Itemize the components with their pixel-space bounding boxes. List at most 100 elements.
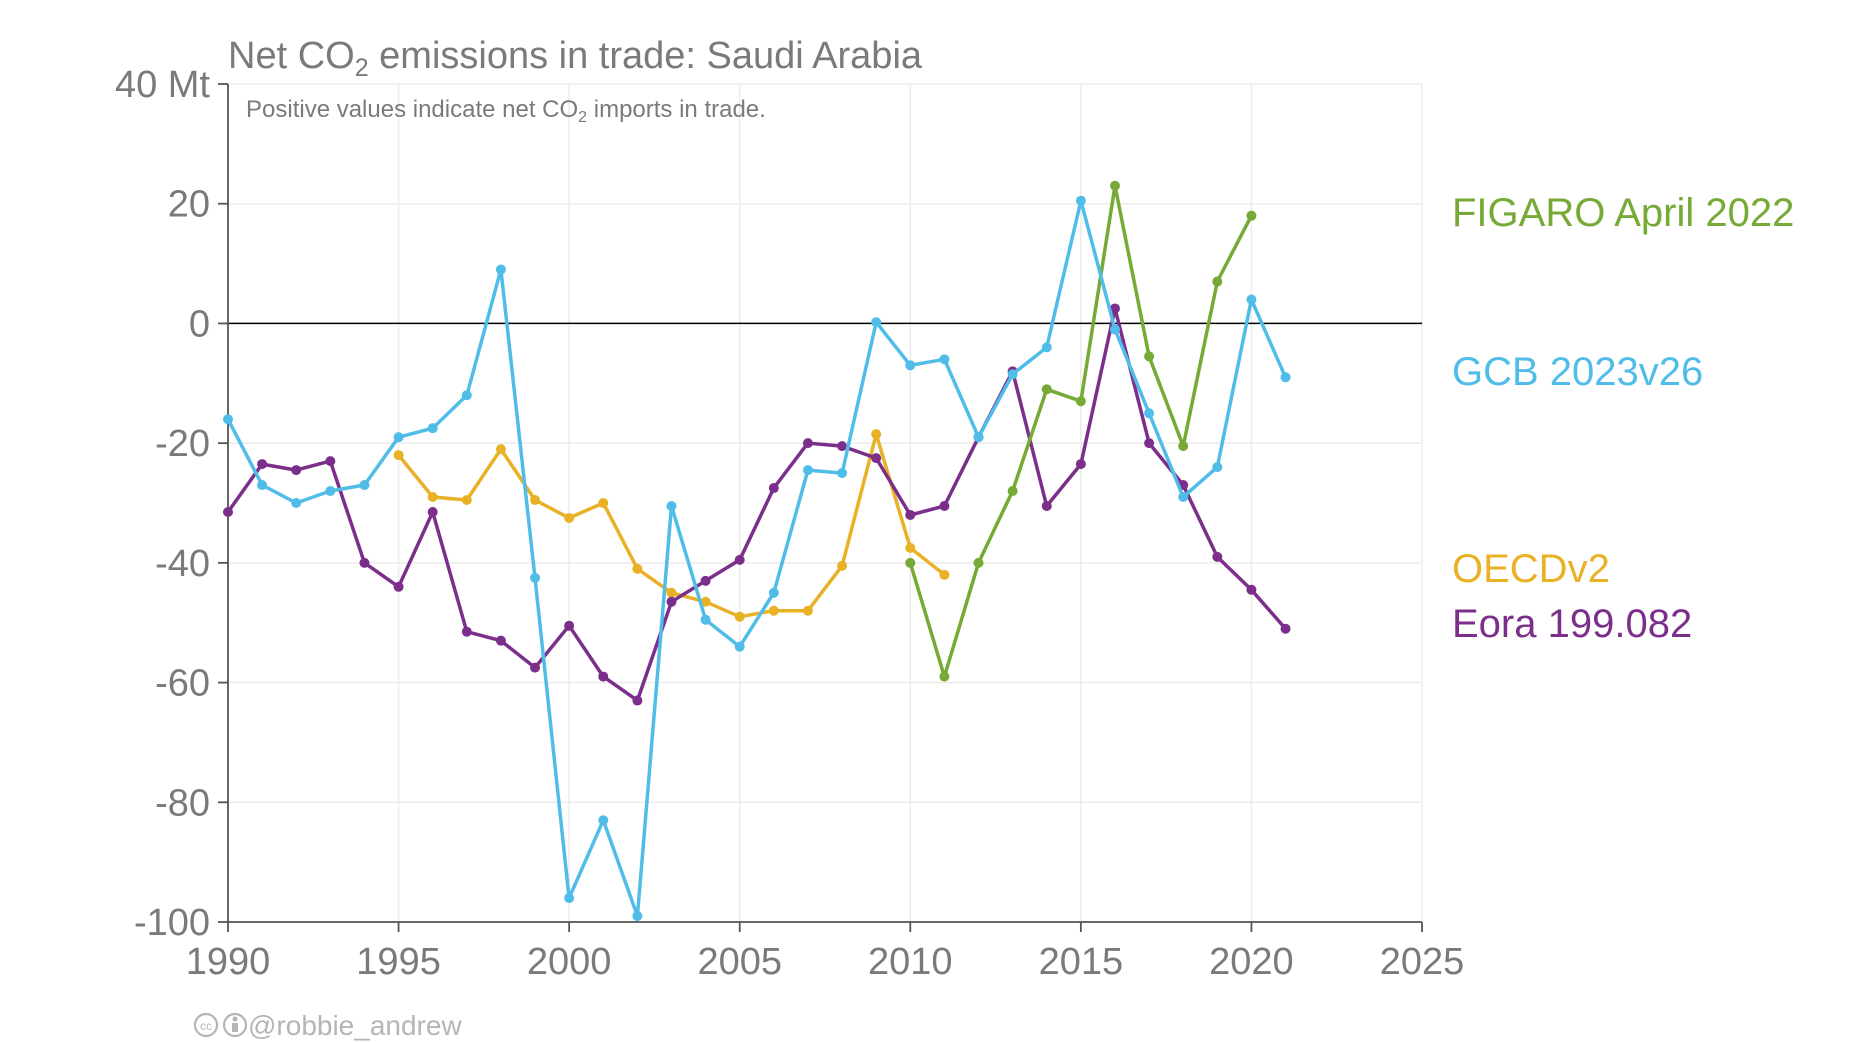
data-point-eora-199-082	[461, 626, 472, 637]
data-point-gcb-2023v26	[802, 465, 813, 476]
data-point-eora-199-082	[734, 554, 745, 565]
legend-label: Eora 199.082	[1452, 602, 1692, 646]
data-point-eora-199-082	[871, 453, 882, 464]
data-point-eora-199-082	[223, 506, 233, 517]
legend-label: FIGARO April 2022	[1452, 191, 1794, 235]
data-point-eora-199-082	[700, 575, 711, 586]
data-point-gcb-2023v26	[1280, 372, 1291, 383]
data-point-oecdv2	[905, 542, 916, 553]
data-point-eora-199-082	[1041, 500, 1052, 511]
data-point-eora-199-082	[632, 695, 643, 706]
data-point-eora-199-082	[1280, 623, 1291, 634]
data-point-gcb-2023v26	[939, 354, 950, 365]
data-point-figaro-april-2022	[1075, 396, 1086, 407]
y-tick-label: -60	[155, 663, 210, 705]
data-point-figaro-april-2022	[1212, 276, 1223, 287]
data-point-oecdv2	[427, 492, 438, 503]
x-tick-label: 2000	[527, 941, 612, 983]
data-point-oecdv2	[837, 560, 848, 571]
data-point-eora-199-082	[257, 459, 268, 470]
data-point-eora-199-082	[495, 635, 506, 646]
data-point-gcb-2023v26	[530, 572, 541, 583]
attribution-icon	[222, 1012, 248, 1038]
data-point-eora-199-082	[325, 456, 336, 467]
data-point-gcb-2023v26	[666, 500, 677, 511]
data-point-oecdv2	[939, 569, 950, 580]
data-point-eora-199-082	[1246, 584, 1257, 595]
y-tick-labels: 40 Mt 20 0 -20 -40 -60 -80 -100	[115, 64, 210, 944]
data-point-eora-199-082	[1144, 438, 1155, 449]
data-point-figaro-april-2022	[905, 557, 916, 568]
data-point-gcb-2023v26	[734, 641, 745, 652]
data-point-eora-199-082	[837, 441, 848, 452]
data-point-gcb-2023v26	[257, 480, 268, 491]
data-point-figaro-april-2022	[939, 671, 950, 682]
chart-axes	[218, 83, 1423, 932]
series-figaro-april-2022	[905, 180, 1257, 682]
series-gcb-2023v26	[223, 195, 1291, 922]
data-point-figaro-april-2022	[973, 557, 984, 568]
data-point-oecdv2	[461, 495, 472, 506]
y-tick-label: -40	[155, 543, 210, 585]
data-point-eora-199-082	[530, 662, 541, 673]
data-point-oecdv2	[802, 605, 813, 616]
x-tick-label: 2005	[697, 941, 782, 983]
y-tick-label: 40 Mt	[115, 64, 210, 106]
data-point-eora-199-082	[666, 596, 677, 607]
data-point-oecdv2	[632, 563, 643, 574]
y-tick-label: -20	[155, 423, 210, 465]
data-point-oecdv2	[700, 596, 711, 607]
y-tick-label: -100	[134, 902, 210, 944]
x-tick-label: 2010	[868, 941, 953, 983]
data-point-eora-199-082	[359, 557, 370, 568]
x-tick-label: 2025	[1380, 941, 1465, 983]
chart-title: Net CO2 emissions in trade: Saudi Arabia	[228, 35, 923, 82]
data-point-gcb-2023v26	[1007, 369, 1018, 380]
series-oecdv2	[393, 429, 950, 622]
legend-label: GCB 2023v26	[1452, 350, 1703, 394]
data-point-gcb-2023v26	[495, 264, 506, 275]
credit-handle: @robbie_andrew	[248, 1010, 462, 1041]
data-point-figaro-april-2022	[1144, 351, 1155, 362]
cc-icon: cc	[193, 1012, 219, 1038]
data-point-eora-199-082	[427, 506, 438, 517]
data-point-gcb-2023v26	[1075, 195, 1086, 206]
data-point-eora-199-082	[564, 620, 575, 631]
data-point-eora-199-082	[768, 483, 779, 494]
data-point-gcb-2023v26	[1246, 294, 1257, 305]
chart-grid	[228, 83, 1423, 923]
data-point-oecdv2	[871, 429, 882, 440]
data-point-figaro-april-2022	[1007, 486, 1018, 497]
series-line-gcb-2023v26	[226, 198, 1288, 918]
data-point-gcb-2023v26	[564, 893, 575, 904]
data-point-gcb-2023v26	[632, 911, 643, 922]
series-line-eora-199-082	[226, 306, 1288, 703]
legend-label: OECDv2	[1452, 547, 1610, 591]
legend: FIGARO April 2022 GCB 2023v26 OECDv2 Eora 1…	[1452, 191, 1794, 646]
data-point-oecdv2	[495, 444, 506, 455]
credit: cc @robbie_andrew	[193, 1010, 462, 1041]
data-point-gcb-2023v26	[359, 480, 370, 491]
data-point-figaro-april-2022	[1246, 210, 1257, 221]
data-point-oecdv2	[393, 450, 404, 461]
data-point-gcb-2023v26	[291, 498, 302, 508]
data-point-gcb-2023v26	[700, 614, 711, 625]
data-point-eora-199-082	[939, 500, 950, 511]
data-point-eora-199-082	[1109, 303, 1120, 314]
data-point-eora-199-082	[802, 438, 813, 449]
x-tick-label: 2015	[1039, 941, 1124, 983]
data-point-gcb-2023v26	[768, 587, 779, 598]
series-layer	[223, 180, 1291, 922]
data-point-gcb-2023v26	[427, 423, 438, 434]
data-point-gcb-2023v26	[905, 360, 916, 371]
data-point-figaro-april-2022	[1109, 180, 1120, 191]
data-point-eora-199-082	[393, 581, 404, 592]
x-tick-label: 1990	[186, 941, 271, 983]
data-point-eora-199-082	[291, 465, 302, 476]
data-point-gcb-2023v26	[461, 390, 472, 401]
data-point-gcb-2023v26	[837, 468, 848, 479]
data-point-oecdv2	[666, 587, 677, 598]
data-point-gcb-2023v26	[1178, 492, 1189, 503]
data-point-eora-199-082	[905, 509, 916, 520]
